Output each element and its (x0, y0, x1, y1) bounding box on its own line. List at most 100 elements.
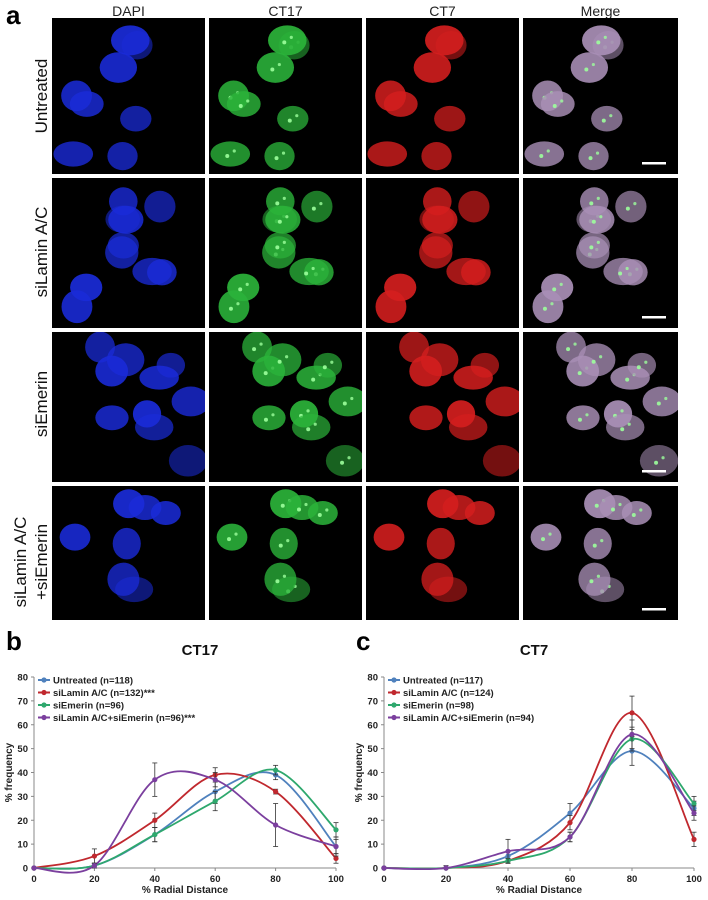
nucleus (171, 386, 205, 417)
nucleus (409, 405, 443, 431)
scale-bar (642, 608, 666, 611)
chart-c-y-tick-label: 20 (367, 816, 378, 827)
micrograph-silamin-siemerin-ct17 (209, 486, 362, 620)
chart-b-y-tick-label: 60 (17, 720, 28, 731)
ct17-spot (573, 342, 577, 346)
nucleus (530, 523, 562, 551)
chart-b: 0 10 20 30 40 50 60 70 80 0 20 40 60 80 100 % Radial Di… (4, 673, 344, 897)
chart-c-point (567, 820, 573, 826)
nucleus (383, 91, 418, 117)
chart-b-legend-label: siLamin A/C (n=132)*** (53, 688, 155, 699)
chart-c-point (691, 836, 697, 842)
chart-b-legend-marker (41, 702, 47, 708)
ct17-spot (252, 347, 257, 352)
ct17-spot (539, 153, 544, 158)
nucleus (458, 190, 490, 223)
chart-b-series-line (33, 771, 337, 870)
nucleus (373, 523, 405, 551)
chart-b-title: CT17 (181, 642, 219, 659)
chart-c-legend-marker (391, 677, 397, 683)
chart-c-x-tick-label: 60 (565, 874, 576, 885)
nucleus (264, 562, 297, 596)
ct17-spot (350, 396, 354, 401)
chart-b-point (212, 798, 218, 804)
nucleus (109, 187, 138, 216)
micrograph-silamin-siemerin-merge (523, 486, 678, 620)
ct17-spot (550, 302, 554, 306)
ct17-spot (306, 409, 310, 413)
chart-c-y-tick-label: 10 (367, 840, 378, 851)
ct17-spot (270, 67, 275, 72)
nucleus (375, 290, 407, 324)
ct17-spot (281, 151, 286, 155)
nucleus (107, 562, 140, 596)
nucleus (642, 386, 678, 417)
nucleus (582, 25, 621, 56)
chart-c-y-tick-label: 50 (367, 744, 378, 755)
chart-b-point (273, 822, 279, 828)
chart-b-y-tick-label: 80 (17, 673, 28, 684)
chart-b-y-tick-label: 50 (17, 744, 28, 755)
chart-b-x-tick-label: 40 (150, 874, 161, 885)
nucleus (85, 332, 115, 363)
nucleus (470, 352, 500, 378)
ct17-spot (311, 377, 316, 382)
nucleus (605, 414, 645, 441)
nucleus (425, 25, 464, 56)
chart-c-x-tick-label: 40 (503, 874, 514, 885)
chart-c-legend-marker (391, 702, 397, 708)
ct17-spot (601, 118, 606, 123)
ct17-spot (271, 413, 275, 417)
nucleus (325, 445, 362, 477)
nucleus (639, 445, 678, 477)
nucleus (328, 386, 362, 417)
nucleus (107, 142, 138, 171)
scale-bar (642, 470, 666, 473)
nucleus (423, 187, 452, 216)
chart-b-point (152, 817, 158, 823)
chart-c-x-axis-label: % Radial Distance (496, 885, 583, 896)
nucleus (603, 257, 643, 286)
ct17-spot (342, 401, 347, 406)
chart-c-y-tick-label: 40 (367, 768, 378, 779)
ct17-spot (280, 503, 285, 508)
ct17-spot (311, 266, 315, 271)
chart-b-point (212, 777, 218, 783)
ct17-spot (618, 271, 623, 276)
nucleus (264, 232, 296, 259)
nucleus (580, 187, 609, 216)
micrograph-silamin-ct17 (209, 178, 362, 328)
nucleus (426, 527, 455, 560)
nucleus (482, 445, 519, 477)
nucleus (106, 343, 145, 377)
chart-c-legend-label: Untreated (n=117) (403, 676, 483, 687)
ct17-spot (245, 282, 249, 286)
chart-c-series-line (383, 733, 695, 871)
micrograph-siemerin-ct7 (366, 332, 519, 482)
chart-c-y-tick-label: 0 (373, 864, 378, 875)
nucleus (627, 352, 657, 378)
ct17-spot (322, 365, 327, 370)
chart-c-legend-label: siLamin A/C+siEmerin (n=94) (403, 713, 534, 724)
micrograph-untreated-ct17 (209, 18, 362, 174)
ct17-spot (584, 67, 589, 72)
micrograph-untreated-ct7 (366, 18, 519, 174)
chart-c-series-line (383, 711, 695, 870)
chart-b-y-tick-label: 0 (23, 864, 28, 875)
ct17-spot (541, 537, 546, 542)
ct17-spot (591, 359, 596, 364)
ct17-spot (599, 215, 603, 219)
ct17-spot (661, 456, 665, 460)
nucleus (434, 105, 466, 132)
ct17-spot (596, 40, 601, 45)
row-label-untreated: Untreated (32, 58, 51, 134)
chart-b-point (333, 855, 339, 862)
ct17-spot (596, 196, 600, 200)
chart-c-point (691, 810, 697, 816)
micrograph-silamin-dapi (52, 178, 205, 328)
panel-a-letter: a (6, 0, 21, 30)
ct17-spot (227, 537, 232, 542)
ct17-spot (277, 62, 281, 67)
nucleus (532, 290, 564, 324)
ct17-spot (285, 215, 289, 219)
